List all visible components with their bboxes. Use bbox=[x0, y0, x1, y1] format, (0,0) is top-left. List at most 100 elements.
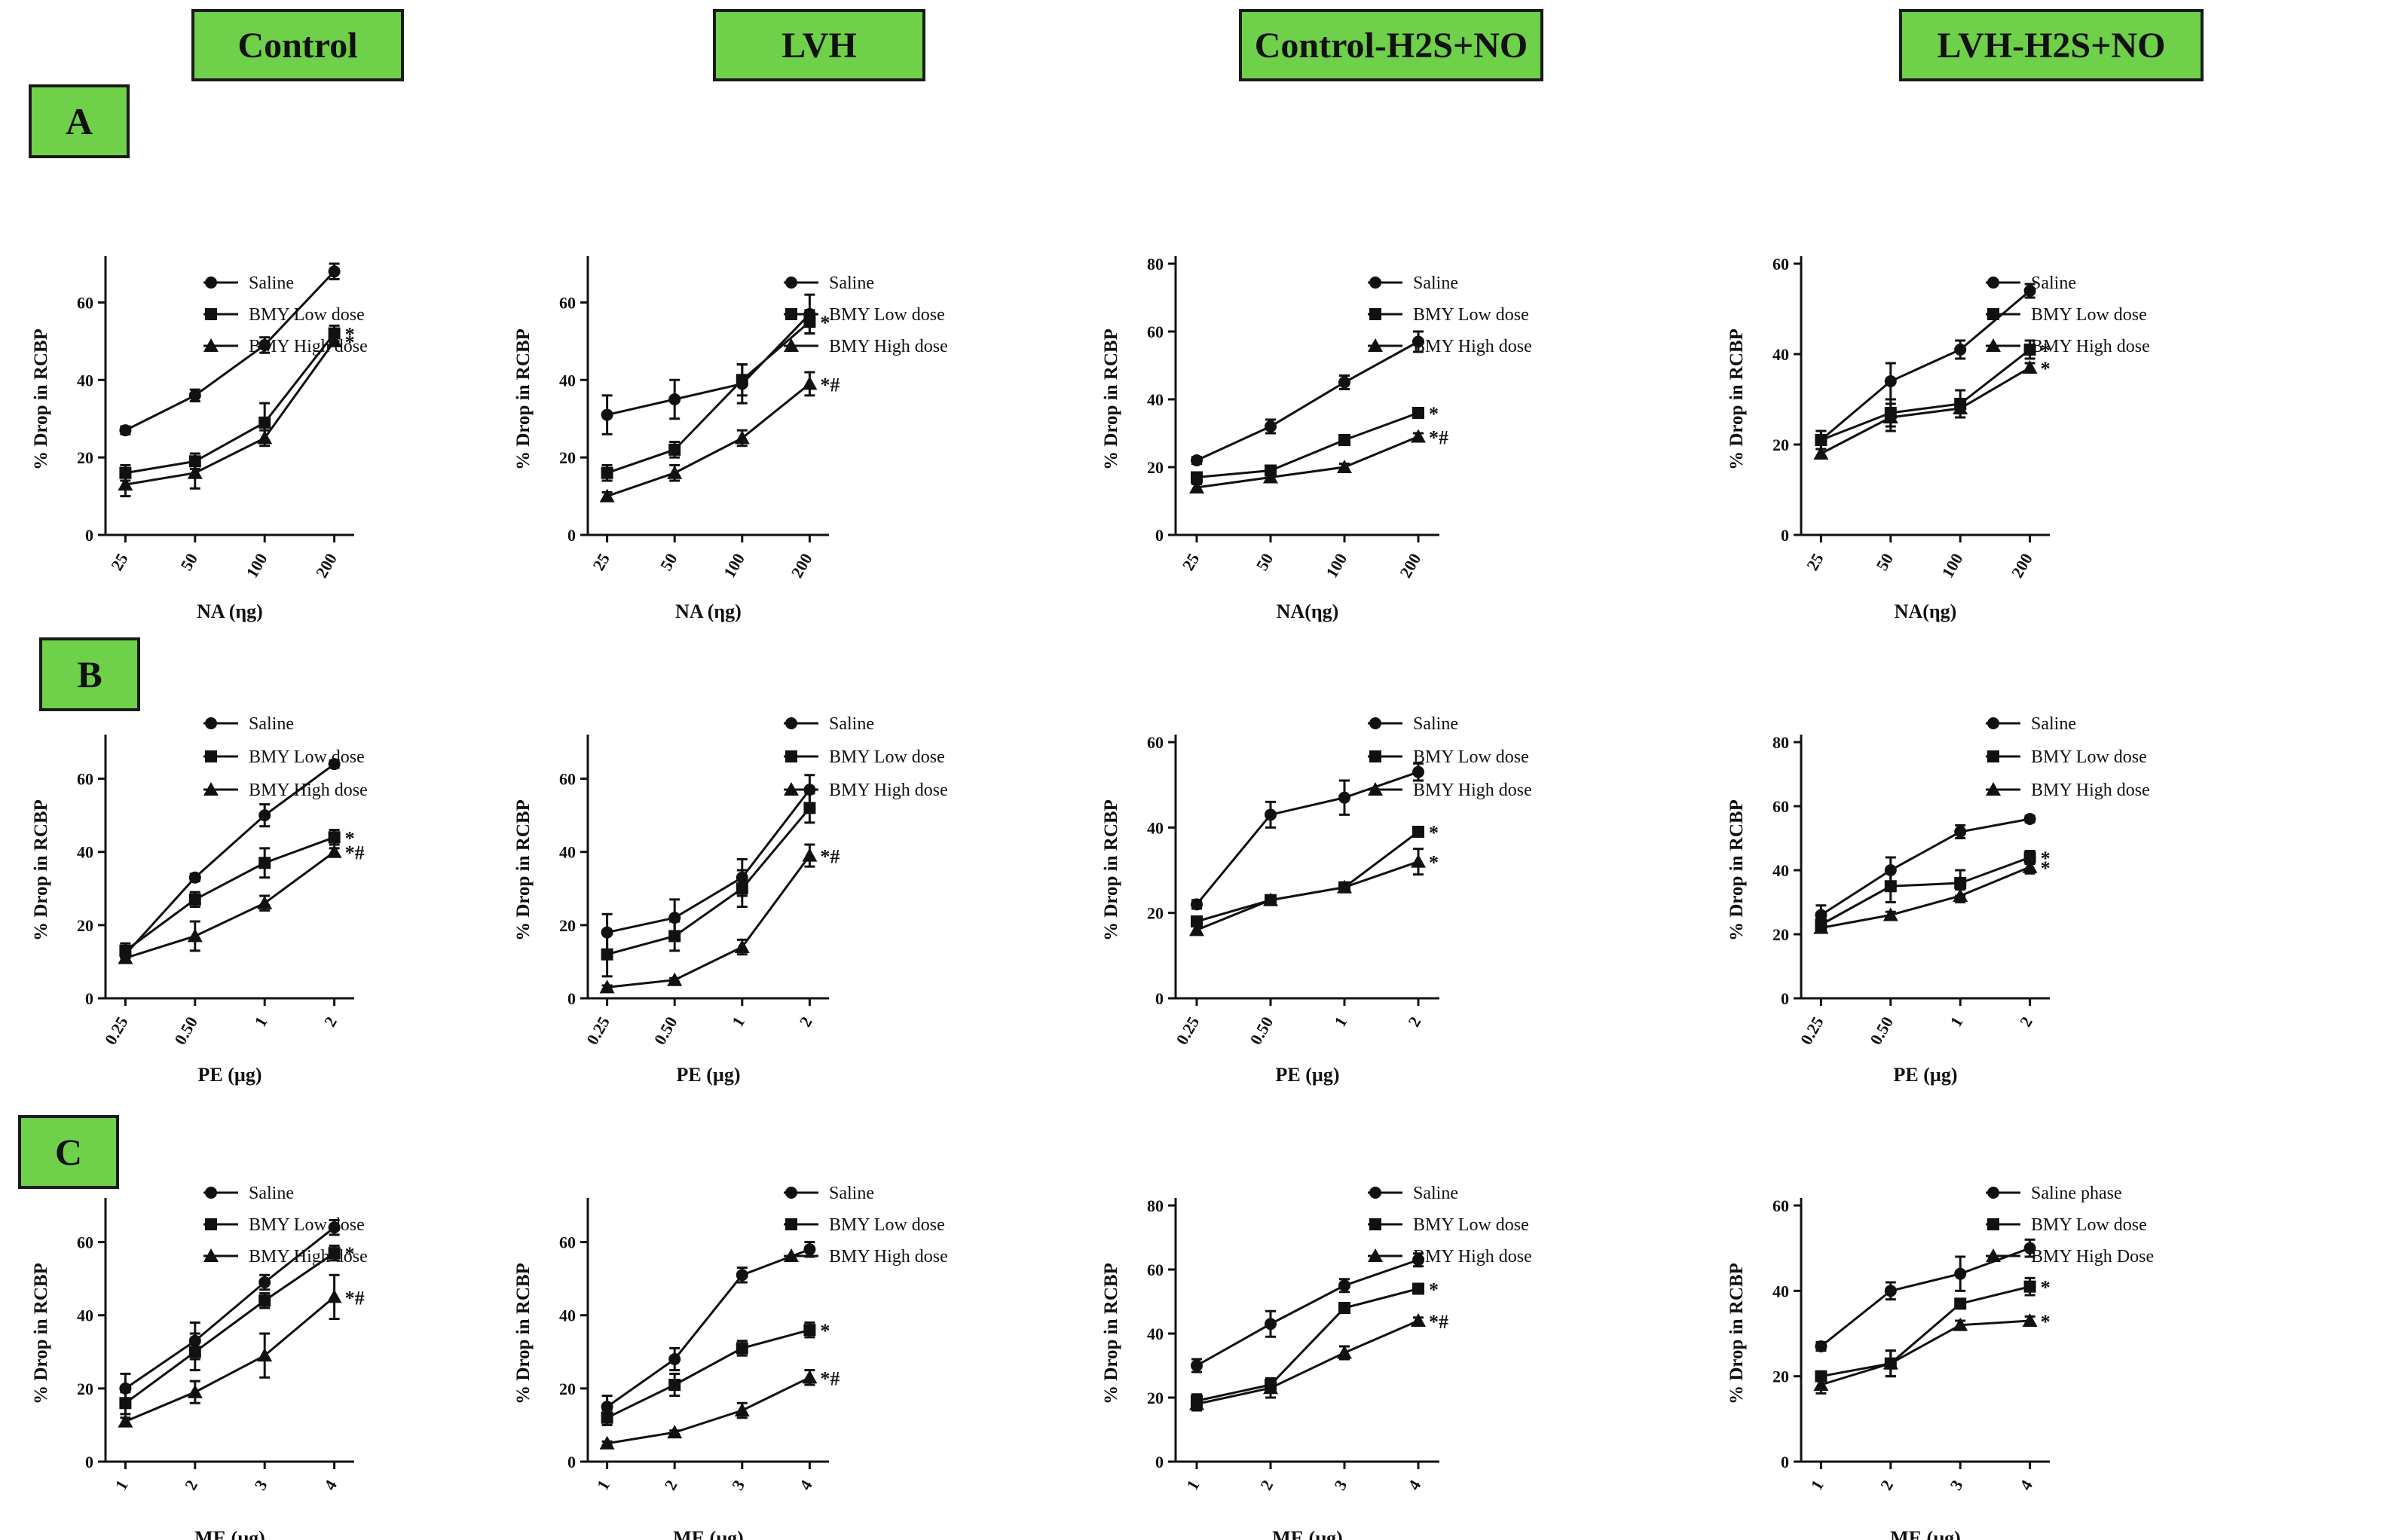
y-tick-label: 60 bbox=[559, 293, 576, 312]
series-line bbox=[1195, 771, 1419, 906]
data-point bbox=[1954, 344, 1967, 356]
legend-marker-circle bbox=[785, 1187, 797, 1199]
significance-annotation: * bbox=[2041, 848, 2051, 869]
y-tick-label: 60 bbox=[77, 293, 93, 312]
legend-label: Saline bbox=[829, 1184, 874, 1203]
data-point bbox=[1337, 1345, 1352, 1359]
column-header-control-h2s-no: Control-H2S+NO bbox=[1239, 9, 1543, 81]
data-point bbox=[1412, 1254, 1424, 1267]
legend-marker-circle bbox=[1369, 277, 1381, 289]
series-triangle: * bbox=[1189, 848, 1439, 937]
data-point bbox=[1337, 879, 1352, 894]
data-point bbox=[736, 1342, 748, 1355]
legend-entry: BMY High dose bbox=[784, 337, 948, 356]
data-point bbox=[258, 1276, 271, 1288]
x-tick-label: 1 bbox=[250, 1013, 271, 1030]
legend-label: Saline bbox=[829, 273, 874, 293]
x-tick-label: 3 bbox=[1946, 1477, 1966, 1493]
legend-marker-triangle bbox=[203, 338, 219, 352]
x-tick-label: 1 bbox=[1807, 1477, 1827, 1493]
data-point bbox=[257, 430, 273, 445]
legend-marker-circle bbox=[785, 277, 797, 289]
x-tick-label: 50 bbox=[1872, 550, 1897, 574]
legend-label: Saline bbox=[2031, 273, 2076, 293]
legend-marker-square bbox=[1987, 1218, 1999, 1230]
y-axis-label: % Drop in RCBP bbox=[31, 799, 51, 941]
x-tick-label: 4 bbox=[1404, 1477, 1424, 1493]
data-point bbox=[668, 1379, 681, 1391]
data-point bbox=[119, 1397, 132, 1410]
series-line bbox=[606, 1248, 810, 1408]
x-tick-label: 50 bbox=[1252, 550, 1277, 574]
y-tick-label: 40 bbox=[77, 843, 93, 862]
series-circle bbox=[601, 774, 816, 952]
y-axis-label: % Drop in RCBP bbox=[1727, 328, 1747, 470]
legend-label: BMY Low dose bbox=[1413, 1215, 1529, 1235]
data-point bbox=[1265, 808, 1277, 821]
y-tick-label: 80 bbox=[1772, 733, 1789, 752]
y-tick-label: 20 bbox=[77, 1380, 93, 1398]
data-point bbox=[1263, 892, 1278, 906]
x-axis-label: ME (µg) bbox=[673, 1527, 744, 1540]
x-tick-label: 0.25 bbox=[101, 1013, 132, 1048]
data-point bbox=[1338, 1302, 1350, 1314]
data-point bbox=[668, 393, 681, 405]
y-tick-label: 0 bbox=[1781, 989, 1789, 1008]
data-point bbox=[1191, 1359, 1203, 1372]
series-line bbox=[1821, 1285, 2030, 1378]
legend-marker-circle bbox=[205, 1187, 217, 1199]
x-tick-label: 2 bbox=[1404, 1013, 1424, 1030]
data-point bbox=[2022, 859, 2038, 873]
legend-marker-square bbox=[1369, 1218, 1381, 1230]
legend-label: BMY High dose bbox=[829, 337, 948, 356]
significance-annotation: * bbox=[1429, 1279, 1439, 1301]
legend-marker-square bbox=[785, 308, 797, 320]
legend-label: BMY High dose bbox=[1413, 781, 1532, 800]
series-line bbox=[1820, 1319, 2030, 1386]
x-axis-label: PE (µg) bbox=[676, 1064, 740, 1086]
series-triangle: * bbox=[1813, 857, 2051, 934]
legend-label: Saline bbox=[249, 273, 294, 293]
significance-annotation: * bbox=[2041, 358, 2051, 380]
series-line bbox=[1820, 817, 2030, 916]
column-header-lvh-h2s-no: LVH-H2S+NO bbox=[1899, 9, 2204, 81]
data-point bbox=[1813, 446, 1829, 460]
series-line bbox=[1196, 411, 1419, 478]
legend-entry: BMY High dose bbox=[1368, 1247, 1532, 1267]
chart-B-lvh-h2s-no: 0 20 40 60 80 0.25 0.50 1 2 PE (µg) % Drop in RCBP… bbox=[1727, 714, 2150, 1086]
legend-marker-square bbox=[1369, 750, 1381, 762]
legend-entry: BMY High dose bbox=[203, 337, 368, 356]
y-tick-label: 20 bbox=[1772, 435, 1789, 454]
data-point bbox=[1883, 1355, 1898, 1370]
x-tick-label: 4 bbox=[796, 1477, 816, 1493]
data-point bbox=[326, 1289, 342, 1303]
data-point bbox=[119, 424, 132, 437]
x-tick-label: 1 bbox=[112, 1477, 132, 1493]
legend-marker-triangle bbox=[784, 1248, 799, 1262]
data-point bbox=[2023, 344, 2036, 356]
y-axis-label: % Drop in RCBP bbox=[1101, 1263, 1121, 1404]
series-circle bbox=[1191, 762, 1424, 911]
data-point bbox=[1412, 765, 1424, 778]
series-line bbox=[124, 1226, 335, 1390]
y-axis-label: % Drop in RCBP bbox=[513, 328, 534, 470]
legend-marker-triangle bbox=[203, 782, 219, 796]
significance-annotation: * bbox=[2041, 1277, 2051, 1299]
legend-marker-triangle bbox=[1986, 338, 2001, 352]
x-tick-label: 200 bbox=[2008, 550, 2036, 581]
series-triangle: * bbox=[118, 332, 355, 498]
column-header-control: Control bbox=[191, 9, 404, 81]
legend-label: BMY High dose bbox=[829, 781, 948, 800]
data-point bbox=[187, 1384, 203, 1398]
x-tick-label: 200 bbox=[1396, 550, 1424, 581]
legend-label: BMY Low dose bbox=[249, 305, 365, 325]
legend-entry: BMY Low dose bbox=[784, 747, 945, 767]
data-point bbox=[1884, 1285, 1897, 1297]
data-point bbox=[1953, 401, 1968, 414]
y-tick-label: 0 bbox=[567, 1453, 576, 1471]
data-point bbox=[1338, 376, 1350, 389]
series-square: * bbox=[1191, 1279, 1439, 1409]
data-point bbox=[736, 374, 748, 387]
data-point bbox=[802, 376, 818, 390]
